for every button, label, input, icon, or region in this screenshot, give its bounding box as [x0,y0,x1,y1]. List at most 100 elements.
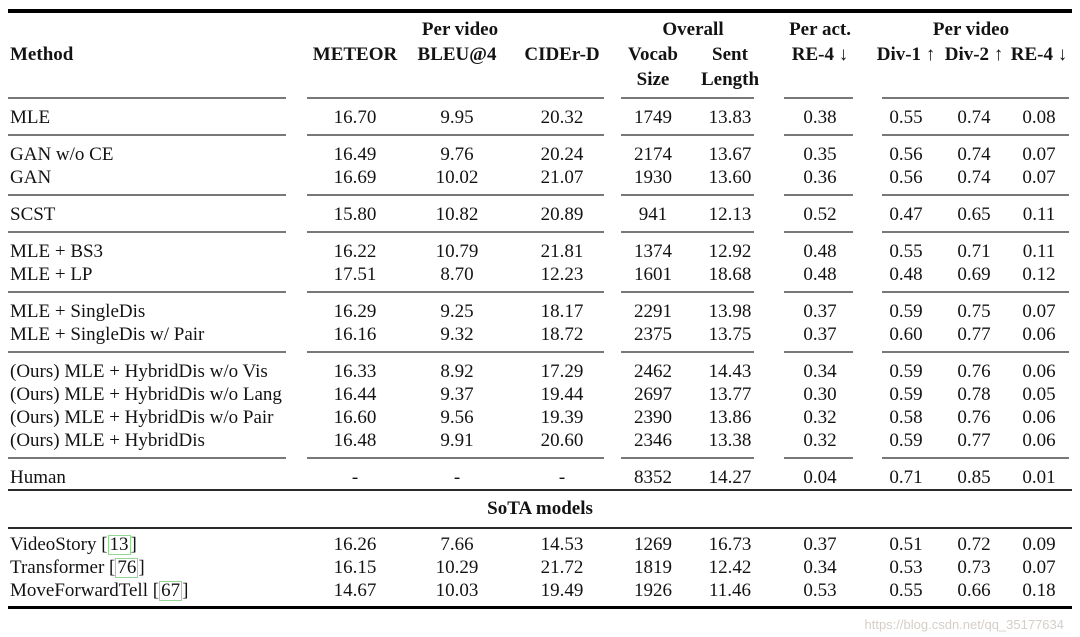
value-cell: 0.34 [803,557,837,578]
col-header-cider-d: CIDEr-D [524,44,600,65]
table-row: (Ours) MLE + HybridDis w/o Vis 16.33 8.92 1… [8,360,1072,383]
table-row: SCST 15.80 10.82 20.89 941 12.13 0.52 0.47 0.65 0… [8,203,1072,226]
group-separator [8,452,1072,466]
value-cell: 9.25 [440,301,474,322]
value-cell: 12.13 [708,204,752,225]
value-cell: 0.37 [803,534,837,555]
method-cell: (Ours) MLE + HybridDis w/o Pair [10,407,274,428]
value-cell: 1926 [634,580,672,601]
value-cell: 0.77 [957,430,991,451]
method-cell: (Ours) MLE + HybridDis [10,430,205,451]
citation-link[interactable]: 76 [115,557,139,578]
rule-segment [621,351,755,353]
value-cell: 16.29 [333,301,377,322]
table-row: GAN w/o CE 16.49 9.76 20.24 2174 13.67 0.35 0.5… [8,143,1072,166]
value-cell: 2375 [634,324,672,345]
value-cell: 0.55 [889,107,923,128]
value-cell: 0.48 [803,241,837,262]
value-cell: 1374 [634,241,672,262]
rule-segment [621,97,755,99]
value-cell: 1269 [634,534,672,555]
value-cell: 0.04 [803,467,837,488]
value-cell: 0.72 [957,534,991,555]
separator-cell [770,92,870,106]
rule-segment [307,97,604,99]
value-cell: 21.81 [540,241,584,262]
rule-segment [882,97,1070,99]
separator-cell [304,452,616,466]
value-cell: 10.82 [435,204,479,225]
spacer-row [8,602,1072,606]
header-group-row: Per video Overall Per act. Per video [8,13,1072,42]
value-cell: 20.60 [540,430,584,451]
value-cell: 0.06 [1022,361,1056,382]
value-cell: 0.58 [889,407,923,428]
method-cell: Human [10,467,66,488]
col-header-method: Method [10,44,74,65]
value-cell: 0.08 [1022,107,1056,128]
rule-segment [621,231,755,233]
value-cell: 16.49 [333,144,377,165]
value-cell: 0.60 [889,324,923,345]
separator-cell [616,286,770,300]
value-cell: 19.44 [540,384,584,405]
header-group-overall: Overall [662,19,724,40]
rule-segment [8,231,286,233]
rule-segment [784,351,854,353]
value-cell: 13.38 [708,430,752,451]
value-cell: 13.77 [708,384,752,405]
value-cell: - [558,467,566,488]
spacer-cell [8,602,1072,606]
value-cell: 18.72 [540,324,584,345]
value-cell: 0.07 [1022,167,1056,188]
value-cell: 0.59 [889,361,923,382]
header-group-per-video-right: Per video [932,19,1010,40]
value-cell: 12.42 [708,557,752,578]
value-cell: 8.92 [440,361,474,382]
citation-link[interactable]: 13 [107,534,131,555]
value-cell: 16.44 [333,384,377,405]
separator-cell [616,92,770,106]
separator-cell [770,226,870,240]
value-cell: 13.75 [708,324,752,345]
rule-segment [784,97,854,99]
separator-cell [770,129,870,143]
value-cell: 13.98 [708,301,752,322]
value-cell: 0.07 [1022,557,1056,578]
separator-cell [616,452,770,466]
method-cell: MLE + SingleDis [10,301,146,322]
group-separator [8,226,1072,240]
separator-cell [304,346,616,360]
table-row: Human - - - 8352 14.27 0.04 0.71 0.85 0.01 [8,466,1072,490]
rule-segment [882,134,1070,136]
value-cell: 0.37 [803,301,837,322]
rule-segment [882,194,1070,196]
col-header-div2: Div-2 ↑ [944,44,1004,65]
separator-cell [616,129,770,143]
separator-cell [770,189,870,203]
col-header-re4-per-act: RE-4 ↓ [791,44,849,65]
value-cell: 0.56 [889,167,923,188]
value-cell: 0.09 [1022,534,1056,555]
table-row: MLE 16.70 9.95 20.32 1749 13.83 0.38 0.55 0.74 0.… [8,106,1072,129]
separator-cell [8,189,304,203]
col-header-div1: Div-1 ↑ [876,44,936,65]
value-cell: 12.92 [708,241,752,262]
value-cell: 0.32 [803,430,837,451]
value-cell: 2174 [634,144,672,165]
table-row: MLE + SingleDis w/ Pair 16.16 9.32 18.72 237… [8,323,1072,346]
value-cell: 0.78 [957,384,991,405]
table-row: MLE + LP 17.51 8.70 12.23 1601 18.68 0.48 0.48 0… [8,263,1072,286]
citation-link[interactable]: 67 [159,580,183,601]
separator-cell [770,452,870,466]
value-cell: 0.07 [1022,144,1056,165]
value-cell: 13.60 [708,167,752,188]
value-cell: 9.56 [440,407,474,428]
value-cell: 14.43 [708,361,752,382]
col-header-vocab-size: Vocab Size [628,44,678,90]
separator-cell [870,346,1072,360]
value-cell: 14.67 [333,580,377,601]
separator-cell [304,226,616,240]
value-cell: 0.34 [803,361,837,382]
